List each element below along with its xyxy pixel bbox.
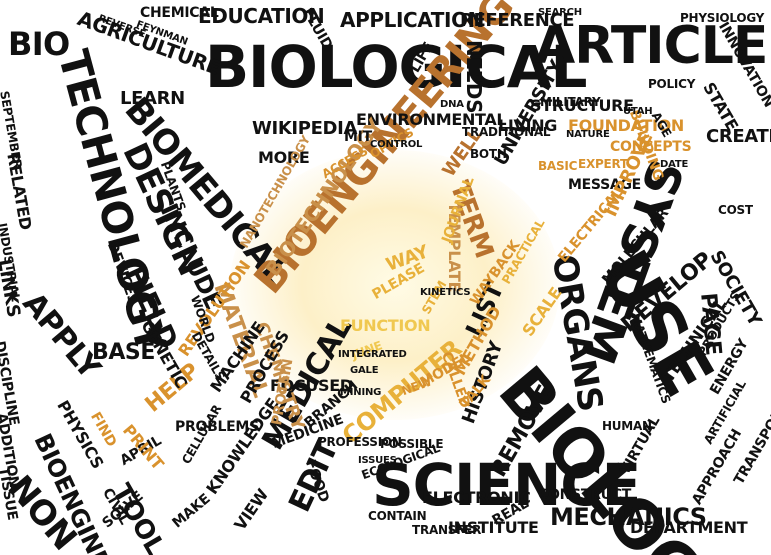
word-science: SCIENCE [372,451,641,519]
word-apply: APPLY [15,286,107,386]
word-institute: INSTITUTE [448,518,539,537]
word-basic: BASIC [538,159,578,173]
word-nature: NATURE [566,129,610,140]
word-expert: EXPERT [578,157,628,171]
word-dna: DNA [440,99,464,110]
word-construct: CONSTRUCT [538,487,631,503]
word-department: DEPARTMENT [630,518,748,537]
word-foundation: FOUNDATION [568,116,684,135]
word-message: MESSAGE [568,177,641,193]
word-search: SEARCH [538,7,582,18]
word-more: MORE [258,148,310,167]
word-integrated: INTEGRATED [338,349,407,360]
word-issues: ISSUES [358,455,397,466]
word-military: MILITARY [540,95,601,109]
word-wikipedia: WIKIPEDIA [252,118,358,139]
word-problems: PROBLEMS [175,419,259,435]
word-policy: POLICY [648,77,696,91]
word-transfer: TRANSFER [412,523,482,537]
word-electronic: ELECTRONIC [422,488,531,507]
word-biological: BIOLOGICAL [205,33,587,101]
word-chemical: CHEMICAL [140,5,219,21]
word-human: HUMAN [602,419,652,433]
word-contain: CONTAIN [368,509,427,523]
word-environmental: ENVIRONMENTAL [356,110,507,129]
center-glow [230,150,560,420]
word-mit: MIT [344,129,372,145]
word-focused: FOCUSED [270,376,353,395]
word-education: EDUCATION [198,4,325,28]
word-cost: COST [718,203,753,217]
word-mining: MINING [340,387,382,398]
word-utah: UTAH [623,106,653,117]
word-living: LIVING [498,116,558,135]
word-physiology: PHYSIOLOGY [680,11,765,25]
word-discipline: DISCIPLINE [0,339,22,427]
word-base: BASE [92,340,155,365]
word-mechanics: MECHANICS [550,503,707,531]
word-traditional: TRADITIONAL [462,125,551,139]
word-profession: PROFESSION [318,435,402,449]
word-structure: STRUCTURE [530,96,634,115]
word-make: MAKE [169,490,214,532]
word-article: ARTICLE [535,16,768,76]
word-reference: REFERENCE [460,10,575,31]
word-application: APPLICATION [340,8,485,32]
word-create: CREATE [706,126,771,147]
word-learn: LEARN [120,88,185,109]
word-view: VIEW [230,485,273,534]
word-concepts: CONCEPTS [610,139,692,155]
word-possible: POSSIBLE [380,437,444,451]
word-gale: GALE [350,365,379,376]
word-kinetics: KINETICS [420,287,471,298]
word-function: FUNCTION [340,316,431,335]
word-date: DATE [660,159,689,170]
word-control: CONTROL [370,139,423,150]
word-both: BOTH [470,147,507,161]
word-needs: NEEDS [462,40,486,114]
word-bio: BIO [8,25,70,63]
